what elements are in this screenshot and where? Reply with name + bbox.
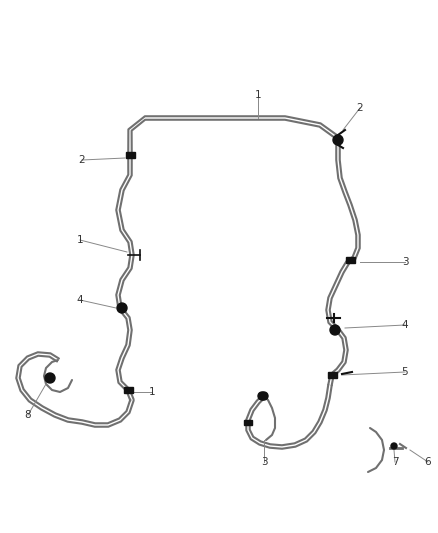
Bar xyxy=(328,372,336,378)
Text: 1: 1 xyxy=(254,90,261,100)
Text: 4: 4 xyxy=(402,320,408,330)
Bar xyxy=(124,387,133,393)
Circle shape xyxy=(258,392,266,400)
Circle shape xyxy=(260,392,268,400)
Bar xyxy=(126,152,134,158)
Text: 5: 5 xyxy=(402,367,408,377)
Circle shape xyxy=(330,325,340,335)
Text: 7: 7 xyxy=(392,457,398,467)
Text: 6: 6 xyxy=(425,457,431,467)
Circle shape xyxy=(45,373,55,383)
Text: 4: 4 xyxy=(77,295,83,305)
Text: 8: 8 xyxy=(25,410,31,420)
Text: 1: 1 xyxy=(77,235,83,245)
Text: 1: 1 xyxy=(148,387,155,397)
Circle shape xyxy=(391,443,397,449)
Text: 2: 2 xyxy=(357,103,363,113)
Circle shape xyxy=(117,303,127,313)
Text: 2: 2 xyxy=(79,155,85,165)
Circle shape xyxy=(333,135,343,145)
Bar xyxy=(346,257,354,263)
Text: 3: 3 xyxy=(402,257,408,267)
Text: 3: 3 xyxy=(261,457,267,467)
Bar xyxy=(244,419,252,424)
